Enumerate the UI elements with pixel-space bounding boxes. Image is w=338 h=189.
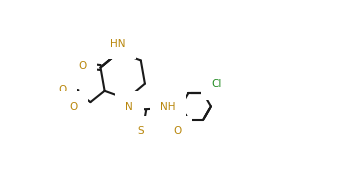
Text: O: O: [78, 61, 86, 71]
Text: S: S: [138, 126, 144, 136]
Text: Cl: Cl: [211, 79, 222, 89]
Text: O: O: [174, 126, 182, 136]
Text: HN: HN: [110, 39, 125, 49]
Text: N: N: [125, 102, 133, 112]
Text: NH: NH: [160, 102, 176, 112]
Text: O: O: [58, 85, 67, 95]
Text: O: O: [69, 102, 77, 112]
